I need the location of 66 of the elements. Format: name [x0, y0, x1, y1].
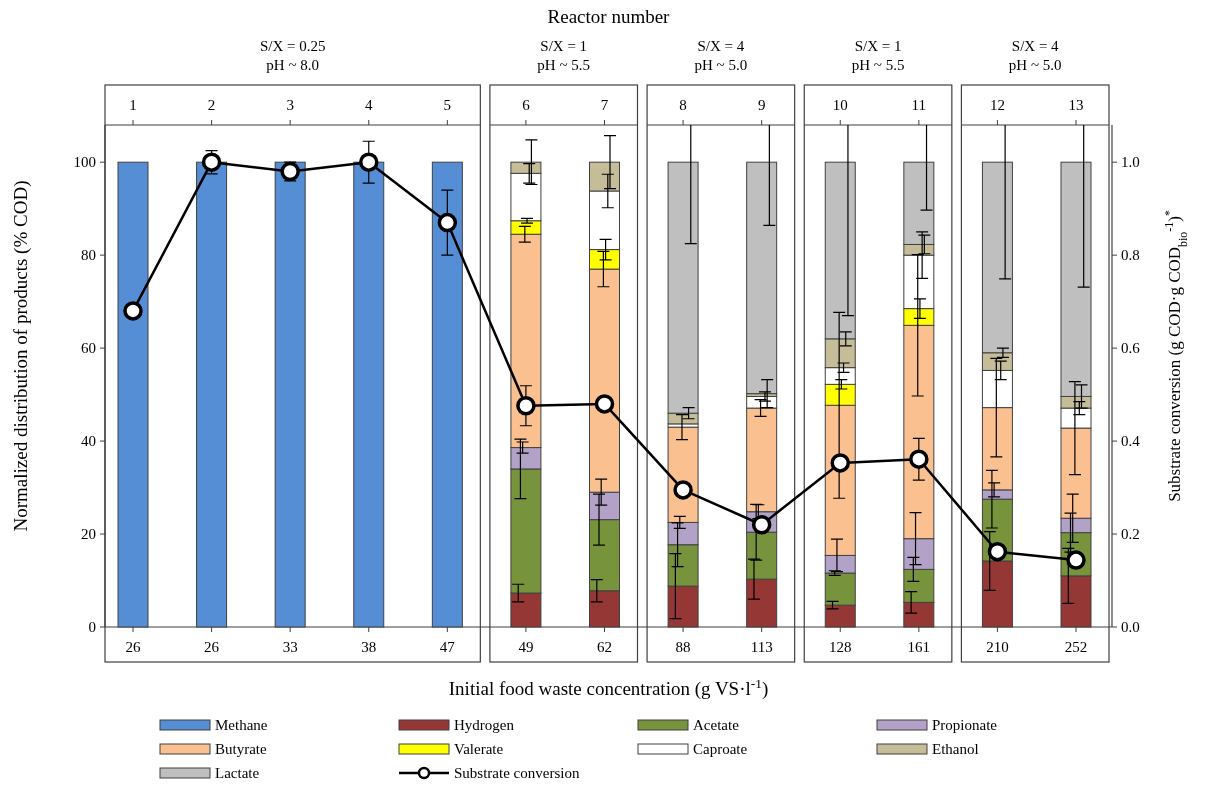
- y-tick-label: 60: [81, 340, 96, 357]
- x-tick-label: 26: [125, 639, 141, 655]
- x2-axis-title: Reactor number: [547, 6, 671, 27]
- y-tick-label: 40: [81, 433, 96, 450]
- y2-tick-label: 0.8: [1121, 247, 1140, 264]
- legend-label: Substrate conversion: [454, 765, 580, 781]
- text: 9: [757, 97, 766, 113]
- text: 6: [522, 97, 531, 113]
- legend-label: Lactate: [215, 765, 260, 781]
- x-tick-label: 33: [282, 639, 298, 655]
- y2-tick-label: 0.2: [1121, 526, 1140, 543]
- x-tick-label: 161: [907, 639, 931, 655]
- legend-label: Valerate: [454, 741, 504, 757]
- legend-label: Ethanol: [932, 741, 979, 757]
- legend-label: Acetate: [693, 717, 740, 733]
- x-axis-title: Initial food waste concentration (g VS·l$^{-1}$): [448, 675, 769, 700]
- text: 13: [1068, 97, 1084, 113]
- x-tick-label: 62: [597, 639, 612, 655]
- point: [123, 301, 143, 321]
- point: [673, 480, 693, 500]
- x-tick-label: 88: [675, 639, 691, 655]
- point: [909, 449, 929, 469]
- y2-tick-label: 0.4: [1121, 433, 1141, 450]
- text: 3: [286, 97, 294, 113]
- legend-label: Propionate: [932, 717, 998, 733]
- text: S/X = 4 pH ~ 5.0: [1008, 38, 1062, 73]
- point: [516, 396, 536, 416]
- text: S/X = 0.25 pH ~ 8.0: [259, 38, 326, 73]
- y-axis-title: Normalized distribution of products (% COD): [10, 180, 32, 532]
- text: 11: [911, 97, 927, 113]
- text: S/X = 1 pH ~ 5.5: [537, 38, 591, 73]
- legend-label: Hydrogen: [454, 717, 515, 733]
- y2-tick-label: 1.0: [1121, 154, 1140, 171]
- point: [437, 212, 458, 233]
- text: 1: [129, 97, 137, 113]
- x-tick-label: 128: [829, 639, 852, 655]
- x-tick-label: 49: [518, 639, 534, 655]
- text: 7: [600, 97, 609, 113]
- point: [594, 394, 615, 414]
- point: [359, 152, 379, 172]
- x-tick-label: 26: [204, 639, 220, 655]
- text: S/X = 4 pH ~ 5.0: [694, 38, 748, 73]
- text: 8: [679, 97, 687, 113]
- text: 10: [832, 97, 848, 113]
- x-tick-label: 113: [750, 639, 773, 655]
- legend-label: Caproate: [693, 741, 748, 757]
- y-tick-label: 80: [81, 247, 96, 264]
- y2-tick-label: 0.0: [1121, 619, 1140, 635]
- text: 12: [989, 97, 1005, 113]
- y-tick-label: 20: [81, 526, 96, 543]
- y-tick-label: 0: [88, 619, 96, 635]
- y2-tick-label: 0.6: [1121, 340, 1141, 357]
- y-tick-label: 100: [73, 154, 96, 171]
- x-tick-label: 47: [439, 639, 456, 655]
- bar: [746, 161, 778, 395]
- point: [830, 453, 850, 473]
- point: [987, 541, 1008, 562]
- text: 5: [443, 97, 452, 113]
- x-tick-label: 38: [361, 639, 377, 655]
- text: 2: [207, 97, 216, 113]
- x-tick-label: 210: [986, 639, 1009, 655]
- x-tick-label: 252: [1064, 639, 1088, 655]
- text: 4: [365, 97, 373, 113]
- legend-label: Methane: [215, 717, 268, 733]
- legend-label: Butyrate: [215, 741, 267, 757]
- text: S/X = 1 pH ~ 5.5: [851, 38, 905, 73]
